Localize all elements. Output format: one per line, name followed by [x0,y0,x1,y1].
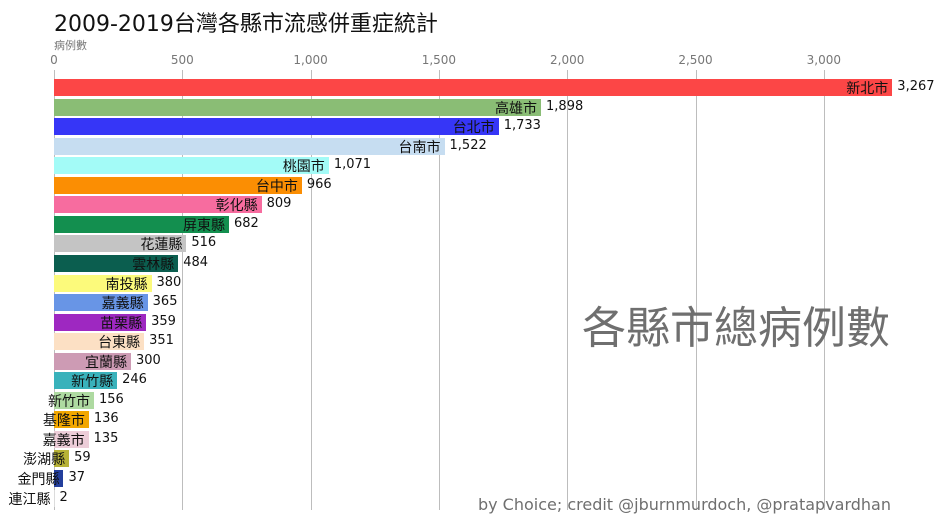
gridline [310,70,312,510]
bar-category-label: 桃園市 [282,159,325,176]
bar [54,294,148,312]
bar-value-label: 809 [266,196,292,212]
bar-category-label: 高雄市 [495,100,538,117]
bar-category-label: 嘉義市 [42,432,85,449]
bar-value-label: 3,267 [897,79,935,94]
bar-category-label: 花蓮縣 [140,237,183,254]
bar-category-label: 彰化縣 [215,198,258,215]
x-tick-label: 2,500 [678,53,713,67]
bar-category-label: 澎湖縣 [23,452,66,469]
bar-category-label: 基隆市 [42,413,85,430]
bar [54,489,55,507]
bar [54,391,95,409]
bar-value-label: 1,733 [503,118,541,134]
bar [54,352,131,370]
bar [54,196,262,214]
plot-area: 0 500 1,000 1,500 2,000 2,500 3,000 新北市 3,267 高雄… [9,0,945,524]
bar-category-label: 台中市 [255,178,298,195]
bar-value-label: 484 [183,254,209,270]
bar-value-label: 1,071 [333,157,372,173]
x-tick-label: 3,000 [806,53,841,67]
bar-value-label: 156 [99,391,124,407]
bar-value-label: 1,898 [546,98,584,114]
bar [54,333,145,351]
bar [54,313,147,331]
bar [54,118,499,136]
bar-category-label: 台南市 [398,139,441,156]
bar [54,372,118,390]
bar-category-label: 宜蘭縣 [84,354,127,371]
bar-value-label: 351 [149,333,174,349]
bar-value-label: 37 [68,470,86,485]
bar-value-label: 59 [74,450,91,466]
bar [54,98,542,116]
x-tick-label: 0 [50,53,58,67]
bar-category-label: 新北市 [846,81,889,97]
watermark-label: 各縣市總病例數 [582,303,890,354]
bar-value-label: 136 [93,411,119,427]
bar-value-label: 1,522 [449,137,487,153]
bar [54,470,64,487]
bar-value-label: 682 [234,215,259,231]
bar-category-label: 嘉義縣 [101,296,144,313]
bar [54,157,329,175]
bar [54,176,302,194]
axis-label: 病例數 [54,39,87,52]
bar-value-label: 516 [191,235,217,251]
bar-category-label: 屏東縣 [183,217,225,234]
bar [54,430,89,448]
bar-category-label: 新竹縣 [71,374,114,391]
gridline [567,70,569,510]
bar-category-label: 新竹市 [48,393,91,410]
bar-value-label: 365 [152,294,178,310]
bar [54,254,179,272]
bar [54,79,893,96]
bar-value-label: 380 [156,274,182,290]
x-tick-label: 1,000 [293,53,328,67]
bar [54,215,229,233]
bar-category-label: 雲林縣 [132,256,175,273]
bar-category-label: 台東縣 [98,335,141,352]
x-tick-label: 2,000 [550,53,585,67]
gridline [182,70,184,510]
gridline [695,70,697,510]
bar-value-label: 2 [59,489,68,505]
bar-value-label: 135 [93,430,119,446]
bar-category-label: 連江縣 [8,491,51,508]
gridline [823,70,825,510]
x-tick-label: 500 [170,53,194,67]
bar [54,137,445,155]
chart-title: 2009-2019台灣各縣市流感併重症統計 [54,12,438,37]
bar-category-label: 苗栗縣 [100,315,143,332]
bar-value-label: 966 [306,176,332,192]
bar [54,235,187,253]
gridline [438,70,440,510]
x-tick-label: 1,500 [421,53,457,67]
bar [54,274,152,292]
bar [54,411,89,429]
bar-category-label: 南投縣 [105,276,148,293]
bar-value-label: 359 [151,313,176,329]
bar-value-label: 300 [135,352,161,368]
bar [54,450,70,468]
bar-value-label: 246 [122,372,147,388]
bar-category-label: 台北市 [452,120,495,137]
credit-text: by Choice; credit @jburnmurdoch, @pratap… [477,495,891,514]
bar-category-label: 金門縣 [17,472,60,488]
